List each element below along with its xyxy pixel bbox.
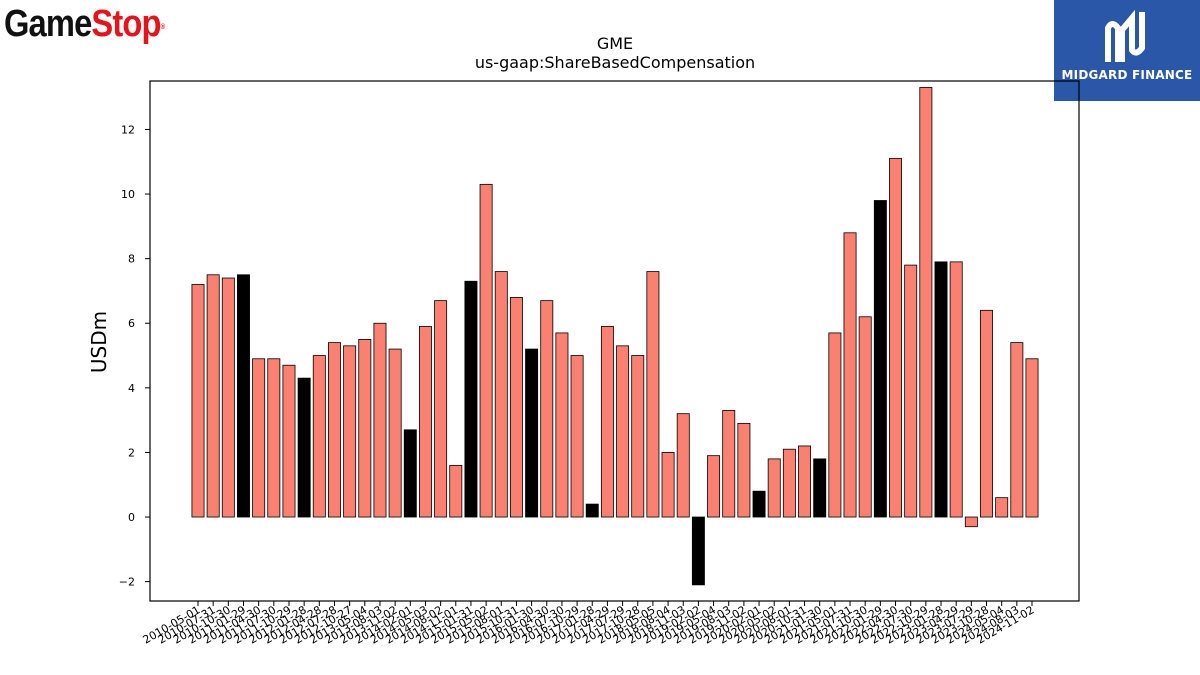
bar-2017-10-28 — [631, 355, 645, 518]
bar-2017-07-29 — [616, 345, 630, 518]
chart-title: GME — [597, 34, 633, 53]
midgard-finance-label: MIDGARD FINANCE — [1061, 68, 1193, 82]
gamestop-logo-game: Game — [4, 3, 92, 45]
bar-2023-01-28 — [934, 261, 948, 518]
bar-2020-08-01 — [782, 448, 796, 518]
bar-2010-05-01 — [191, 284, 205, 518]
bar-2020-02-01 — [752, 490, 766, 518]
bar-2013-11-02 — [388, 348, 402, 518]
bar-2012-04-28 — [312, 355, 326, 518]
bar-2010-10-30 — [221, 277, 235, 518]
bar-2015-05-02 — [479, 183, 493, 518]
midgard-emblem-icon — [1105, 9, 1145, 62]
bar-2010-07-31 — [206, 274, 220, 518]
y-tick-label-12: 12 — [121, 123, 135, 136]
bar-2022-04-30 — [889, 158, 902, 518]
bar-2016-04-30 — [540, 300, 554, 518]
bar-2019-11-02 — [737, 422, 751, 518]
bar-2019-02-02 — [691, 516, 705, 586]
bar-2023-04-29 — [949, 261, 963, 518]
bar-2013-05-04 — [358, 338, 372, 518]
bar-2021-07-31 — [843, 232, 857, 518]
bar-2015-08-01 — [494, 271, 508, 518]
bar-2018-08-04 — [661, 452, 675, 518]
bar-2023-10-28 — [980, 309, 993, 518]
bar-2016-10-29 — [570, 355, 584, 518]
bar-2011-04-30 — [252, 358, 266, 518]
bar-2020-10-31 — [798, 445, 812, 518]
bar-2022-01-29 — [873, 200, 887, 518]
bar-2014-05-03 — [418, 326, 432, 518]
registered-mark: ® — [160, 24, 165, 31]
gamestop-logo-stop: Stop — [91, 3, 161, 45]
bar-2013-08-03 — [373, 322, 387, 518]
bar-2019-05-04 — [707, 455, 721, 518]
bar-2019-08-03 — [722, 410, 736, 518]
bar-2014-08-02 — [434, 300, 448, 518]
midgard-finance-logo: MIDGARD FINANCE — [1054, 0, 1200, 101]
y-tick-label-10: 10 — [121, 188, 135, 201]
y-tick-label-0: 0 — [128, 511, 135, 524]
bar-2015-10-31 — [509, 296, 523, 518]
gamestop-logo: GameStop® — [4, 2, 165, 46]
bar-2012-07-28 — [328, 342, 341, 518]
y-tick-label-8: 8 — [128, 253, 135, 266]
bar-2024-08-03 — [1010, 342, 1024, 518]
bar-2014-02-01 — [403, 429, 417, 518]
bar-2017-01-28 — [585, 503, 599, 518]
bar-2014-11-01 — [449, 464, 463, 518]
bar-2022-10-29 — [919, 87, 933, 518]
plot-frame — [149, 80, 1080, 602]
chart-subtitle: us-gaap:ShareBasedCompensation — [475, 53, 755, 72]
bar-2024-05-04 — [995, 497, 1009, 518]
bar-2017-04-29 — [600, 326, 614, 518]
bar-2021-05-01 — [828, 332, 842, 518]
bar-2011-01-29 — [237, 274, 250, 518]
bar-2016-07-30 — [555, 332, 569, 518]
bar-2016-01-30 — [525, 348, 539, 518]
bar-group — [191, 87, 1039, 586]
bar-2018-05-05 — [646, 271, 660, 518]
x-axis: 2010-05-012010-07-312010-10-302011-01-29… — [141, 601, 1037, 647]
y-axis: −2 0 2 4 6 8 10 12 — [119, 123, 150, 589]
y-tick-label-2: 2 — [128, 446, 135, 459]
bar-2021-10-30 — [858, 316, 872, 518]
bar-2020-05-02 — [767, 458, 781, 518]
y-tick-label-4: 4 — [128, 382, 135, 395]
bar-2018-11-03 — [676, 413, 690, 518]
bar-2021-01-30 — [813, 458, 827, 518]
y-tick-label--2: −2 — [119, 576, 135, 589]
bar-2015-01-31 — [464, 280, 478, 518]
bar-2023-07-29 — [964, 516, 978, 528]
y-axis-label: USDm — [87, 311, 111, 373]
y-tick-label-6: 6 — [128, 317, 135, 330]
bar-2012-10-27 — [343, 345, 357, 518]
bar-2022-07-30 — [904, 264, 918, 518]
bar-2012-01-28 — [297, 377, 311, 518]
bar-2011-10-29 — [282, 364, 296, 518]
bar-2024-11-02 — [1025, 358, 1039, 518]
bar-2011-07-30 — [267, 358, 281, 518]
